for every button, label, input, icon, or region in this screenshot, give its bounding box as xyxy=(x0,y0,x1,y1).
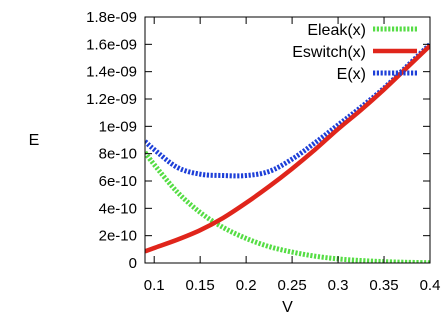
x-tick-label: 0.35 xyxy=(369,277,398,294)
x-tick-label: 0.4 xyxy=(420,277,441,294)
y-tick-label: 0 xyxy=(129,255,137,272)
y-tick-label: 1e-09 xyxy=(99,118,137,135)
series-line-eleakx xyxy=(145,150,430,263)
x-axis-title: V xyxy=(282,299,293,316)
plot-frame xyxy=(144,16,431,264)
y-tick-label: 8e-10 xyxy=(99,146,137,163)
y-tick-label: 1.6e-09 xyxy=(86,36,137,53)
legend-label: E(x) xyxy=(337,66,366,83)
y-tick-label: 6e-10 xyxy=(99,173,137,190)
y-tick-label: 4e-10 xyxy=(99,200,137,217)
series-line-ex xyxy=(145,42,430,179)
x-tick-label: 0.3 xyxy=(328,277,349,294)
legend: Eleak(x) Eswitch(x) E(x) xyxy=(292,22,417,83)
legend-label: Eswitch(x) xyxy=(292,44,366,61)
y-tick-label: 2e-10 xyxy=(99,228,137,245)
x-tick-label: 0.25 xyxy=(277,277,306,294)
y-tick-label: 1.4e-09 xyxy=(86,64,137,81)
tick-layer: 0 2e-10 4e-10 6e-10 8e-10 1e-09 1.2e-09 1.4e-09… xyxy=(86,9,440,294)
series-layer xyxy=(145,42,430,263)
y-tick-label: 1.2e-09 xyxy=(86,91,137,108)
series-line-eswitchx xyxy=(145,44,430,254)
x-tick-label: 0.1 xyxy=(144,277,165,294)
y-tick-label: 1.8e-09 xyxy=(86,9,137,26)
x-tick-label: 0.15 xyxy=(186,277,215,294)
legend-label: Eleak(x) xyxy=(307,22,366,39)
x-tick-label: 0.2 xyxy=(236,277,257,294)
y-axis-title: E xyxy=(29,132,40,149)
